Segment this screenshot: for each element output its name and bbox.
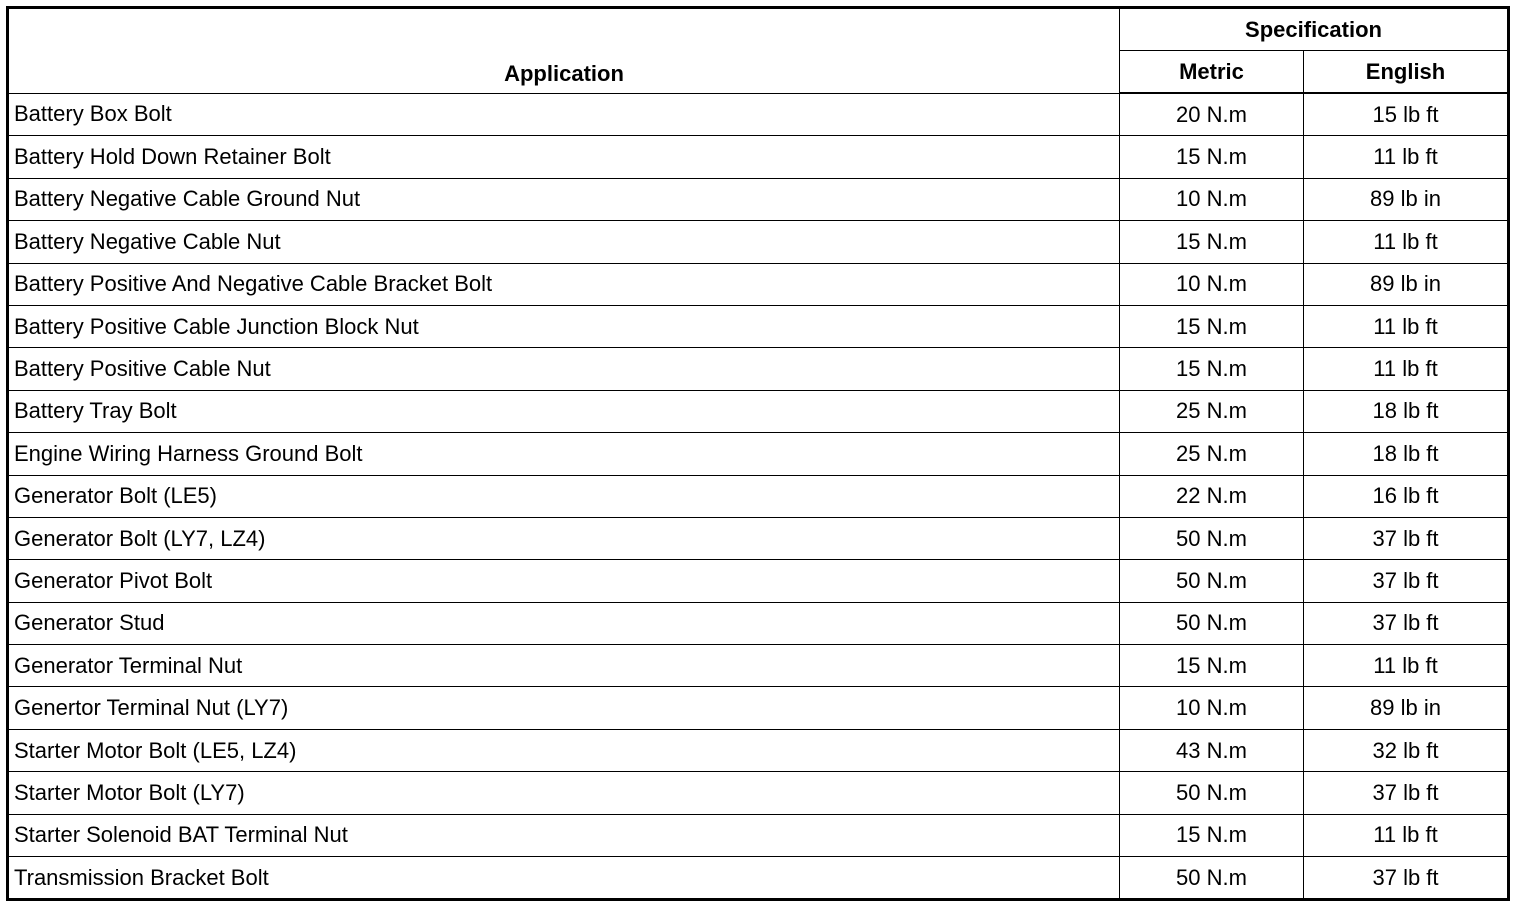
torque-spec-table: Application Specification Metric English… [6, 6, 1511, 902]
cell-metric: 15 N.m [1119, 135, 1304, 179]
cell-application: Battery Positive And Negative Cable Brac… [7, 262, 1120, 306]
cell-metric: 43 N.m [1119, 728, 1304, 773]
table-row: Genertor Terminal Nut (LY7) 10 N.m 89 lb i… [7, 686, 1510, 730]
table-row: Battery Positive And Negative Cable Brac… [7, 262, 1510, 306]
table-row: Battery Hold Down Retainer Bolt 15 N.m 11 … [7, 135, 1510, 179]
cell-metric: 15 N.m [1119, 813, 1304, 858]
cell-english: 89 lb in [1302, 686, 1510, 730]
cell-english: 11 lb ft [1302, 220, 1510, 264]
cell-english: 11 lb ft [1302, 304, 1510, 349]
cell-application: Battery Hold Down Retainer Bolt [7, 135, 1120, 179]
cell-application: Generator Terminal Nut [7, 644, 1120, 688]
cell-application: Battery Negative Cable Nut [7, 220, 1120, 264]
cell-application: Starter Solenoid BAT Terminal Nut [7, 813, 1120, 858]
cell-english: 89 lb in [1302, 177, 1510, 222]
cell-application: Generator Pivot Bolt [7, 559, 1120, 603]
cell-metric: 50 N.m [1119, 771, 1304, 815]
table-row: Battery Negative Cable Ground Nut 10 N.m 8… [7, 177, 1510, 222]
table-row: Starter Solenoid BAT Terminal Nut 15 N.m 1… [7, 813, 1510, 858]
table-row: Engine Wiring Harness Ground Bolt 25 N.m 1… [7, 432, 1510, 476]
cell-metric: 25 N.m [1119, 432, 1304, 476]
table-row: Generator Terminal Nut 15 N.m 11 lb ft [7, 644, 1510, 688]
cell-metric: 10 N.m [1119, 686, 1304, 730]
cell-metric: 15 N.m [1119, 220, 1304, 264]
cell-metric: 15 N.m [1119, 644, 1304, 688]
header-specification: Specification [1118, 7, 1510, 51]
cell-english: 89 lb in [1302, 262, 1510, 306]
cell-application: Transmission Bracket Bolt [7, 856, 1120, 901]
cell-metric: 50 N.m [1119, 559, 1304, 603]
cell-english: 37 lb ft [1302, 559, 1510, 603]
table-row: Battery Negative Cable Nut 15 N.m 11 lb ft [7, 220, 1510, 264]
cell-application: Generator Bolt (LY7, LZ4) [7, 516, 1120, 561]
cell-english: 15 lb ft [1302, 92, 1510, 137]
cell-application: Genertor Terminal Nut (LY7) [7, 686, 1120, 730]
table-row: Generator Stud 50 N.m 37 lb ft [7, 601, 1510, 646]
cell-application: Battery Positive Cable Nut [7, 347, 1120, 391]
table-row: Generator Pivot Bolt 50 N.m 37 lb ft [7, 559, 1510, 603]
header-metric: Metric [1119, 50, 1304, 94]
cell-english: 37 lb ft [1302, 601, 1510, 646]
table-body: Battery Box Bolt 20 N.m 15 lb ft Battery Ho… [7, 92, 1510, 901]
cell-english: 18 lb ft [1302, 389, 1510, 434]
cell-metric: 10 N.m [1119, 262, 1304, 306]
header-application: Application [7, 7, 1120, 94]
cell-metric: 50 N.m [1119, 516, 1304, 561]
cell-application: Generator Stud [7, 601, 1120, 646]
table-row: Transmission Bracket Bolt 50 N.m 37 lb ft [7, 856, 1510, 901]
cell-english: 37 lb ft [1302, 856, 1510, 901]
cell-metric: 50 N.m [1119, 601, 1304, 646]
table-row: Starter Motor Bolt (LE5, LZ4) 43 N.m 32 lb… [7, 728, 1510, 773]
cell-english: 11 lb ft [1302, 813, 1510, 858]
table-row: Battery Tray Bolt 25 N.m 18 lb ft [7, 389, 1510, 434]
table-row: Battery Box Bolt 20 N.m 15 lb ft [7, 92, 1510, 137]
table-row: Battery Positive Cable Nut 15 N.m 11 lb ft [7, 347, 1510, 391]
cell-english: 11 lb ft [1302, 644, 1510, 688]
cell-metric: 20 N.m [1119, 92, 1304, 137]
cell-english: 32 lb ft [1302, 728, 1510, 773]
cell-metric: 25 N.m [1119, 389, 1304, 434]
cell-english: 37 lb ft [1302, 516, 1510, 561]
table-row: Starter Motor Bolt (LY7) 50 N.m 37 lb ft [7, 771, 1510, 815]
table-row: Generator Bolt (LE5) 22 N.m 16 lb ft [7, 474, 1510, 518]
cell-metric: 50 N.m [1119, 856, 1304, 901]
cell-application: Starter Motor Bolt (LY7) [7, 771, 1120, 815]
cell-application: Battery Box Bolt [7, 92, 1120, 137]
cell-application: Engine Wiring Harness Ground Bolt [7, 432, 1120, 476]
cell-application: Starter Motor Bolt (LE5, LZ4) [7, 728, 1120, 773]
cell-application: Battery Positive Cable Junction Block Nu… [7, 304, 1120, 349]
cell-metric: 10 N.m [1119, 177, 1304, 222]
cell-english: 16 lb ft [1302, 474, 1510, 518]
table-row: Battery Positive Cable Junction Block Nu… [7, 304, 1510, 349]
cell-metric: 22 N.m [1119, 474, 1304, 518]
cell-metric: 15 N.m [1119, 347, 1304, 391]
cell-metric: 15 N.m [1119, 304, 1304, 349]
cell-application: Battery Negative Cable Ground Nut [7, 177, 1120, 222]
cell-english: 37 lb ft [1302, 771, 1510, 815]
cell-application: Generator Bolt (LE5) [7, 474, 1120, 518]
header-english: English [1302, 50, 1510, 94]
cell-application: Battery Tray Bolt [7, 389, 1120, 434]
cell-english: 18 lb ft [1302, 432, 1510, 476]
cell-english: 11 lb ft [1302, 135, 1510, 179]
cell-english: 11 lb ft [1302, 347, 1510, 391]
table-row: Generator Bolt (LY7, LZ4) 50 N.m 37 lb ft [7, 516, 1510, 561]
